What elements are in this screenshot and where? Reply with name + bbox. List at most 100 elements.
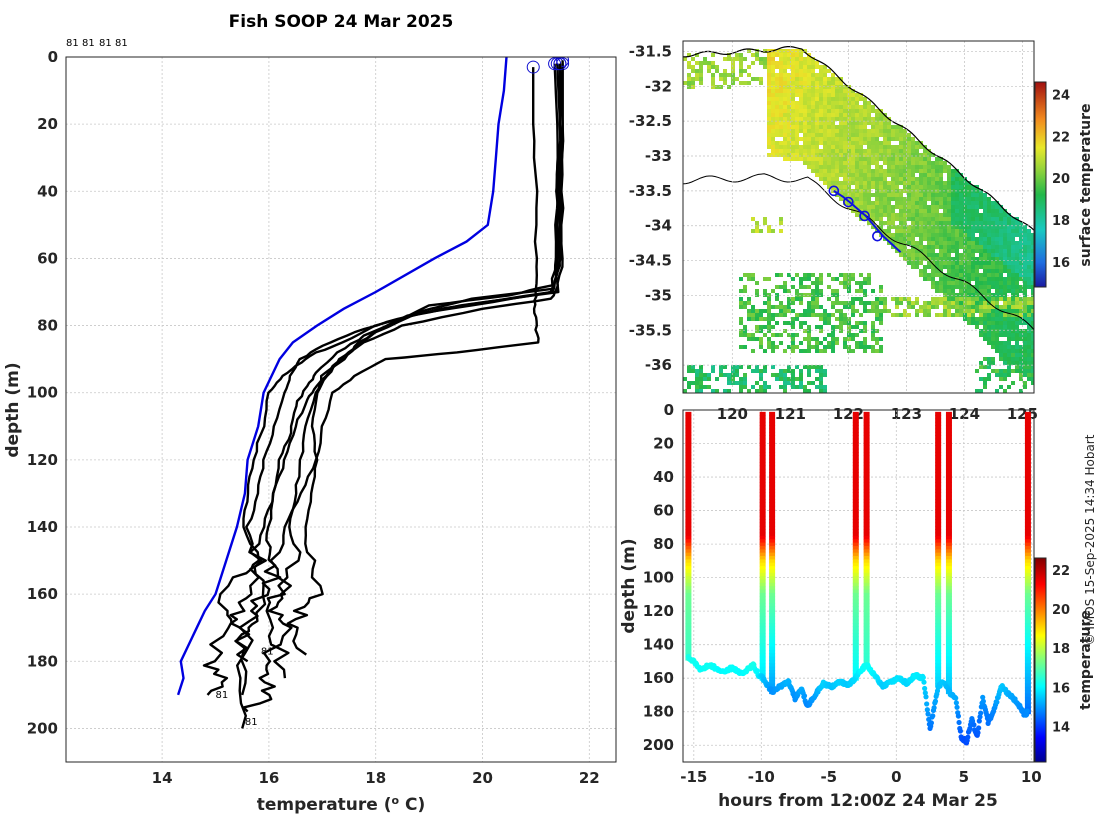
section-cast-sample: [685, 425, 692, 430]
sst-pixel: [979, 253, 983, 257]
sst-pixel: [987, 249, 991, 253]
sst-pixel: [855, 185, 859, 189]
section-cast-sample: [685, 532, 692, 537]
sst-pixel: [1027, 321, 1031, 325]
sst-pixel: [971, 269, 975, 273]
sst-pixel: [847, 109, 851, 113]
sst-pixel: [831, 77, 835, 81]
sst-pixel: [819, 369, 823, 373]
section-cast-sample: [863, 653, 870, 658]
sst-pixel: [791, 153, 795, 157]
sst-pixel: [863, 105, 867, 109]
sst-pixel: [843, 201, 847, 205]
sst-pixel: [995, 309, 999, 313]
sst-pixel: [939, 169, 943, 173]
sst-pixel: [847, 181, 851, 185]
sst-pixel: [747, 277, 751, 281]
sst-pixel: [999, 261, 1003, 265]
sst-pixel: [851, 277, 855, 281]
sst-pixel: [843, 301, 847, 305]
section-cast-sample: [769, 676, 776, 681]
sst-pixel: [1011, 217, 1015, 221]
sst-pixel: [1011, 301, 1015, 305]
sst-pixel: [915, 193, 919, 197]
section-cast-sample: [1024, 556, 1031, 561]
sst-pixel: [935, 197, 939, 201]
sst-pixel: [819, 77, 823, 81]
sst-pixel: [983, 229, 987, 233]
sst-pixel: [951, 221, 955, 225]
sst-pixel: [887, 197, 891, 201]
section-cast-sample: [945, 492, 952, 497]
sst-pixel: [811, 157, 815, 161]
sst-pixel: [1007, 365, 1011, 369]
section-cast-sample: [685, 549, 692, 554]
sst-pixel: [815, 289, 819, 293]
sst-pixel: [767, 77, 771, 81]
sst-pixel: [799, 93, 803, 97]
sst-pixel: [1031, 321, 1034, 325]
sst-pixel: [891, 185, 895, 189]
sst-pixel: [1015, 333, 1019, 337]
section-cast-sample: [852, 566, 859, 571]
section-cast-sample: [935, 592, 942, 597]
section-cast-sample: [935, 515, 942, 520]
sst-pixel: [975, 293, 979, 297]
section-cast-sample: [685, 609, 692, 614]
sst-pixel: [1019, 305, 1023, 309]
sst-pixel: [775, 133, 779, 137]
section-cast-sample: [769, 673, 776, 678]
sst-pixel: [891, 241, 895, 245]
sst-pixel: [827, 113, 831, 117]
sst-pixel: [719, 85, 723, 89]
sst-pixel: [843, 105, 847, 109]
section-cast-sample: [685, 529, 692, 534]
sst-pixel: [887, 213, 891, 217]
sst-pixel: [1019, 289, 1023, 293]
sst-pixel: [975, 237, 979, 241]
sst-pixel: [779, 313, 783, 317]
sst-pixel: [935, 305, 939, 309]
sst-pixel: [935, 225, 939, 229]
sst-pixel: [915, 313, 919, 317]
sst-pixel: [1007, 297, 1011, 301]
sst-pixel: [811, 97, 815, 101]
sst-pixel: [771, 129, 775, 133]
sst-pixel: [1019, 361, 1023, 365]
sst-pixel: [795, 365, 799, 369]
sst-pixel: [835, 93, 839, 97]
section-cast-sample: [852, 599, 859, 604]
sst-pixel: [839, 313, 843, 317]
sst-pixel: [739, 381, 743, 385]
sst-pixel: [783, 93, 787, 97]
sst-pixel: [855, 345, 859, 349]
sst-pixel: [1027, 349, 1031, 353]
sst-pixel: [815, 121, 819, 125]
sst-pixel: [787, 133, 791, 137]
sst-pixel: [951, 225, 955, 229]
sst-pixel: [1023, 229, 1027, 233]
sst-pixel: [827, 85, 831, 89]
sst-pixel: [799, 73, 803, 77]
sst-pixel: [783, 121, 787, 125]
sst-pixel: [871, 121, 875, 125]
sst-pixel: [739, 57, 743, 61]
sst-pixel: [815, 93, 819, 97]
sst-pixel: [955, 269, 959, 273]
sst-pixel: [823, 141, 827, 145]
sst-pixel: [915, 297, 919, 301]
sst-pixel: [887, 141, 891, 145]
sec-cb-tick-20: 20: [1052, 603, 1070, 618]
sst-pixel: [987, 253, 991, 257]
sst-pixel: [847, 193, 851, 197]
sst-pixel: [887, 217, 891, 221]
sst-pixel: [1023, 293, 1027, 297]
sst-pixel: [975, 249, 979, 253]
sst-pixel: [931, 205, 935, 209]
sst-pixel: [791, 345, 795, 349]
sst-pixel: [847, 129, 851, 133]
sst-pixel: [955, 249, 959, 253]
sst-pixel: [767, 321, 771, 325]
sst-pixel: [791, 93, 795, 97]
section-cast-sample: [852, 435, 859, 440]
